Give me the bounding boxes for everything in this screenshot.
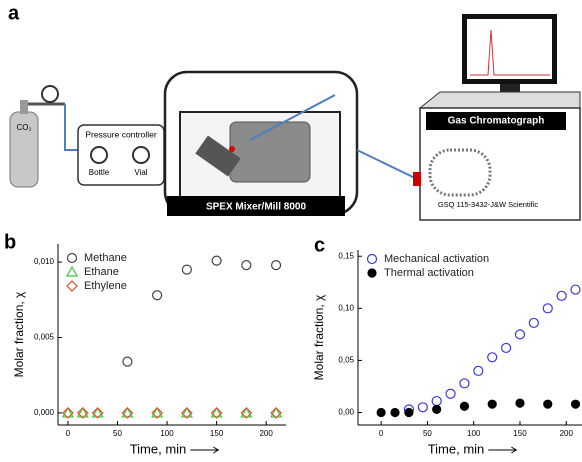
- marker: [123, 357, 132, 366]
- marker: [368, 255, 377, 264]
- y-axis-label: Molar fraction, χ: [312, 294, 326, 380]
- marker: [241, 408, 251, 417]
- panel-label: b: [4, 231, 16, 253]
- marker: [153, 291, 162, 300]
- x-axis-label: Time, min: [428, 441, 485, 456]
- marker: [488, 353, 497, 362]
- marker: [502, 343, 511, 352]
- gc-top: [420, 92, 580, 108]
- inlet: [413, 172, 421, 186]
- x-tick-label: 50: [423, 429, 432, 438]
- x-tick-label: 0: [379, 429, 384, 438]
- marker: [78, 408, 88, 417]
- x-tick-label: 200: [259, 429, 273, 438]
- marker: [212, 256, 221, 265]
- marker: [515, 330, 524, 339]
- chart: c 0,00 0,05 0,10 0,15 0 50 100 150 200 Time, min Mo…: [312, 234, 582, 456]
- marker: [418, 403, 427, 412]
- legend-label: Ethane: [84, 266, 119, 278]
- panel-label: a: [8, 2, 20, 24]
- y-tick-label: 0,10: [338, 303, 354, 312]
- gauge-label: Vial: [134, 168, 147, 177]
- marker: [405, 409, 413, 417]
- marker: [460, 402, 468, 410]
- marker: [572, 400, 580, 408]
- valve: [20, 100, 28, 114]
- marker: [460, 379, 469, 388]
- marker: [272, 261, 281, 270]
- legend-label: Methane: [84, 252, 127, 264]
- marker: [368, 269, 376, 277]
- gauge-label: Bottle: [89, 168, 110, 177]
- marker: [182, 408, 192, 417]
- marker: [446, 389, 455, 398]
- marker: [516, 399, 524, 407]
- figure: a CO₂ Pressure controller Bottle Vial SP…: [0, 0, 582, 462]
- clamp: [230, 122, 310, 182]
- gauge: [133, 147, 149, 163]
- legend-label: Mechanical activation: [384, 253, 489, 265]
- gauge: [42, 86, 58, 102]
- x-tick-label: 0: [66, 429, 71, 438]
- gc-label: Gas Chromatograph: [448, 116, 545, 127]
- mill-label: SPEX Mixer/Mill 8000: [206, 202, 306, 213]
- marker: [182, 265, 191, 274]
- y-tick-label: 0,00: [338, 408, 354, 417]
- gauge: [91, 147, 107, 163]
- y-tick-label: 0,000: [34, 408, 55, 417]
- x-axis-arrow: [488, 447, 516, 453]
- diagram: a CO₂ Pressure controller Bottle Vial SP…: [8, 2, 580, 220]
- marker: [377, 409, 385, 417]
- x-axis-arrow: [190, 447, 218, 453]
- x-tick-label: 200: [560, 429, 574, 438]
- chart: b 0,000 0,005 0,010 0 50 100 150 200 Time, min Mol…: [4, 231, 286, 456]
- marker: [391, 409, 399, 417]
- column-label: GSQ 115-3432-J&W Scientific: [438, 200, 539, 209]
- y-tick-label: 0,15: [338, 251, 354, 260]
- x-tick-label: 150: [210, 429, 224, 438]
- x-tick-label: 50: [113, 429, 122, 438]
- marker: [529, 318, 538, 327]
- marker: [68, 254, 77, 263]
- marker: [212, 408, 222, 417]
- x-tick-label: 150: [513, 429, 527, 438]
- marker: [242, 261, 251, 270]
- x-tick-label: 100: [160, 429, 174, 438]
- legend-label: Ethylene: [84, 280, 127, 292]
- tube: [65, 104, 78, 150]
- marker: [433, 405, 441, 413]
- sample: [229, 146, 235, 152]
- marker: [432, 397, 441, 406]
- tube: [357, 150, 415, 178]
- panel-label: c: [314, 234, 325, 256]
- y-tick-label: 0,010: [34, 257, 55, 266]
- marker: [152, 408, 162, 417]
- marker: [474, 366, 483, 375]
- x-axis-label: Time, min: [130, 441, 187, 456]
- y-tick-label: 0,005: [34, 333, 55, 342]
- marker: [67, 267, 77, 276]
- y-axis-label: Molar fraction, χ: [12, 291, 26, 377]
- legend-label: Thermal activation: [384, 267, 474, 279]
- marker: [122, 408, 132, 417]
- y-tick-label: 0,05: [338, 356, 354, 365]
- x-tick-label: 100: [467, 429, 481, 438]
- marker: [543, 304, 552, 313]
- marker: [271, 408, 281, 417]
- marker: [544, 400, 552, 408]
- controller-label: Pressure controller: [85, 129, 157, 139]
- marker: [67, 281, 77, 291]
- gas-label: CO₂: [16, 123, 31, 132]
- marker: [488, 400, 496, 408]
- marker: [93, 408, 103, 417]
- marker: [63, 408, 73, 417]
- marker: [557, 291, 566, 300]
- marker: [571, 285, 580, 294]
- screen: [467, 19, 552, 79]
